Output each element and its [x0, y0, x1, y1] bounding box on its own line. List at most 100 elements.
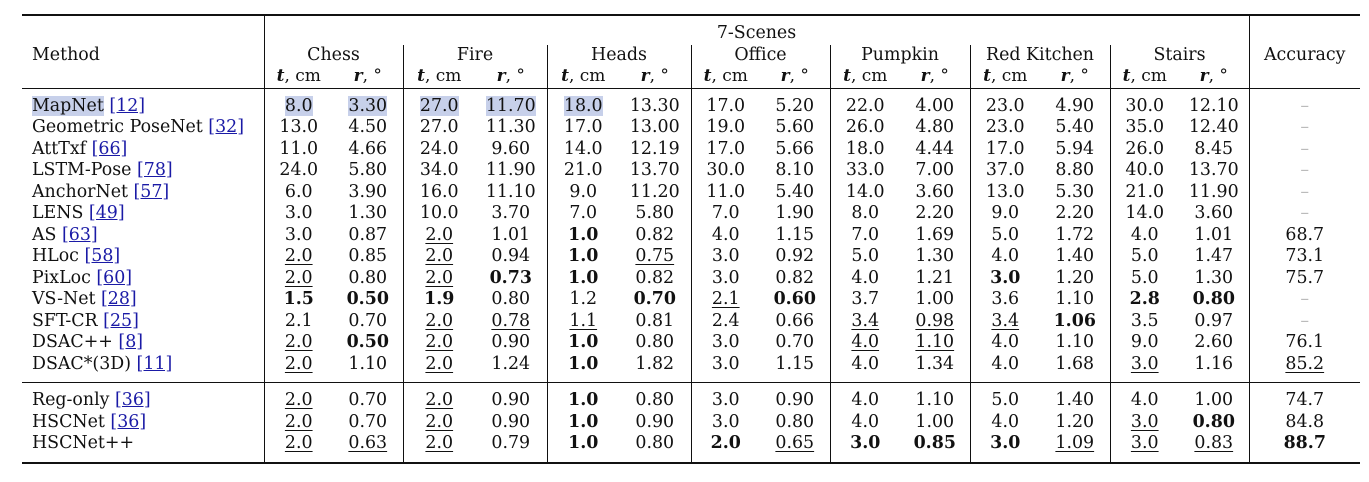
table-rule: [22, 461, 1360, 465]
table-row: PixLoc [60] 2.0 0.80 2.0 0.73 1.0 0.82 3.0 0.82 4…: [22, 267, 1360, 290]
translation-error-cell: 6.0: [263, 181, 333, 203]
translation-error-cell: 3.0: [1109, 353, 1179, 375]
cell-value: 1.10: [915, 332, 955, 352]
citation-ref: [66]: [91, 138, 128, 159]
cell-value: 4.0: [991, 411, 1020, 432]
cell-value: 4.0: [711, 224, 740, 245]
table-row: DSAC*(3D) [11] 2.0 1.10 2.0 1.24 1.0 1.82 3.0 1.…: [22, 353, 1360, 376]
rotation-error-cell: 4.90: [1040, 96, 1110, 118]
rotation-error-cell: 0.80: [619, 433, 691, 455]
rotation-error-cell: 0.70: [333, 311, 403, 333]
cell-value: 1.09: [1055, 433, 1095, 453]
cell-value: 3.0: [711, 411, 740, 432]
cell-value: 0.80: [1192, 289, 1235, 309]
rotation-error-cell: 1.30: [900, 246, 970, 268]
rotation-error-cell: 0.70: [619, 289, 691, 311]
rotation-error-cell: 4.50: [333, 117, 403, 139]
accuracy-cell: 88.7: [1248, 433, 1360, 455]
cell-value: 1.30: [348, 203, 388, 223]
cell-value: 4.66: [348, 138, 388, 159]
translation-error-cell: 4.0: [1109, 224, 1179, 246]
translation-error-cell: 2.0: [402, 390, 475, 412]
cell-value: 1.0: [568, 332, 599, 352]
cell-value: 8.0: [284, 95, 313, 116]
rotation-error-cell: 0.82: [760, 268, 830, 290]
cell-value: 3.4: [851, 310, 880, 331]
method-name: PixLoc: [32, 267, 91, 288]
cell-value: 3.0: [990, 433, 1021, 453]
cell-value: 13.30: [629, 95, 680, 116]
rotation-error-cell: 3.30: [333, 95, 403, 118]
rotation-error-cell: 1.30: [333, 203, 403, 225]
r-unit: , °: [1069, 66, 1089, 86]
r-symbol: r: [353, 66, 363, 86]
translation-error-cell: 5.0: [829, 246, 900, 268]
rotation-error-cell: 8.45: [1179, 139, 1249, 161]
spacer-row: [22, 88, 1360, 96]
cell-value: 8.45: [1194, 138, 1234, 159]
r-unit: , °: [649, 66, 669, 86]
group-header-7-scenes: 7-Scenes: [263, 16, 1249, 45]
cell-value: 0.63: [348, 433, 388, 453]
translation-error-cell: 1.0: [546, 332, 619, 354]
cell-value: 1.90: [775, 203, 815, 223]
rotation-error-cell: 1.20: [1040, 412, 1110, 434]
cell-value: 3.0: [1130, 353, 1159, 374]
accuracy-cell: 74.7: [1248, 390, 1360, 412]
method-name-cell: AnchorNet [57]: [22, 182, 264, 204]
cell-value: 4.80: [915, 117, 955, 137]
rotation-error-cell: 5.94: [1040, 139, 1110, 161]
method-name: Geometric PoseNet: [32, 117, 203, 137]
cell-value: 17.0: [706, 138, 746, 159]
translation-error-cell: 11.0: [690, 181, 760, 203]
accuracy-cell: 85.2: [1248, 353, 1360, 375]
cell-value: 2.0: [284, 267, 313, 288]
cell-value: 1.82: [635, 353, 675, 374]
cell-value: 0.92: [775, 246, 815, 266]
rotation-error-cell: 2.60: [1179, 332, 1249, 354]
t-symbol: t: [276, 66, 285, 86]
rotation-error-cell: 0.80: [1179, 289, 1249, 311]
cell-value: 0.80: [635, 433, 675, 453]
cell-value: 26.0: [845, 117, 885, 137]
rotation-error-cell: 5.80: [619, 203, 691, 225]
translation-error-cell: 1.0: [546, 246, 619, 268]
r-unit-header: r, °: [1040, 66, 1110, 88]
translation-error-cell: 2.0: [402, 224, 475, 246]
cell-value: 13.0: [985, 181, 1025, 202]
table-row: Geometric PoseNet [32] 13.0 4.50 27.0 11.30 1…: [22, 117, 1360, 139]
cell-value: 5.80: [635, 203, 675, 223]
cell-value: 0.90: [491, 390, 531, 410]
cell-value: 3.0: [850, 433, 881, 453]
method-name-cell: SFT-CR [25]: [22, 311, 264, 333]
cell-value: 3.30: [348, 95, 388, 116]
cell-value: 0.80: [775, 411, 815, 432]
translation-error-cell: 5.0: [1109, 267, 1179, 289]
r-symbol: r: [496, 66, 506, 86]
method-name-cell: AttTxf [66]: [22, 139, 264, 161]
cell-value: 1.69: [915, 224, 955, 245]
scene-header-chess: Chess: [263, 44, 403, 66]
cell-value: 4.0: [851, 411, 880, 432]
translation-error-cell: 2.1: [263, 310, 333, 332]
cell-value: 4.90: [1055, 95, 1095, 116]
translation-error-cell: 14.0: [546, 138, 619, 160]
translation-error-cell: 18.0: [829, 138, 900, 160]
method-name-cell: DSAC++ [8]: [22, 332, 264, 354]
scene-header-stairs: Stairs: [1109, 44, 1249, 66]
cell-value: 11.10: [485, 181, 536, 202]
cell-value: 6.0: [284, 181, 313, 202]
cell-value: 0.90: [635, 411, 675, 432]
cell-value: 0.85: [913, 433, 956, 453]
rotation-error-cell: 1.16: [1179, 354, 1249, 376]
translation-error-cell: 3.0: [829, 433, 900, 455]
cell-value: 1.30: [1194, 267, 1234, 288]
cell-value: 2.8: [1129, 289, 1160, 309]
rotation-error-cell: 13.30: [619, 96, 691, 118]
citation-ref: [63]: [62, 224, 98, 245]
cell-value: 17.0: [706, 95, 746, 116]
t-unit: , cm: [711, 66, 748, 86]
rotation-error-cell: 0.82: [619, 268, 691, 290]
cell-value: 12.10: [1188, 95, 1239, 116]
cell-value: 1.10: [348, 353, 388, 374]
